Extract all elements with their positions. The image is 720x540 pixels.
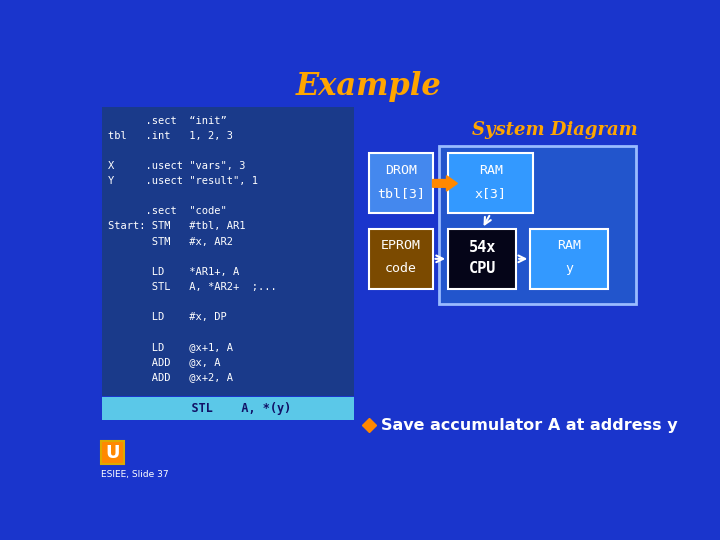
- Text: LD    #x, DP: LD #x, DP: [108, 312, 227, 322]
- Text: System Diagram: System Diagram: [472, 122, 638, 139]
- Text: X     .usect "vars", 3: X .usect "vars", 3: [108, 161, 246, 171]
- Text: 54x: 54x: [469, 240, 496, 255]
- Text: y: y: [565, 262, 573, 275]
- FancyBboxPatch shape: [530, 229, 608, 289]
- Text: code: code: [384, 262, 417, 275]
- Text: STM   #x, AR2: STM #x, AR2: [108, 237, 233, 246]
- Text: tbl   .int   1, 2, 3: tbl .int 1, 2, 3: [108, 131, 233, 141]
- Text: EPROM: EPROM: [381, 239, 420, 252]
- Text: .sect  "code": .sect "code": [108, 206, 227, 217]
- FancyBboxPatch shape: [448, 229, 516, 289]
- FancyBboxPatch shape: [369, 153, 433, 213]
- FancyArrow shape: [433, 176, 457, 191]
- Text: LD    *AR1+, A: LD *AR1+, A: [108, 267, 239, 276]
- Text: .sect  “init”: .sect “init”: [108, 117, 227, 126]
- Text: RAM: RAM: [557, 239, 581, 252]
- Text: Example: Example: [296, 71, 442, 102]
- Text: STL    A, *(y): STL A, *(y): [163, 402, 292, 415]
- Text: ADD   @x, A: ADD @x, A: [108, 356, 220, 367]
- Text: tbl[3]: tbl[3]: [377, 187, 425, 200]
- Text: Y     .usect "result", 1: Y .usect "result", 1: [108, 177, 258, 186]
- FancyBboxPatch shape: [102, 397, 354, 420]
- FancyBboxPatch shape: [101, 441, 124, 464]
- Text: x[3]: x[3]: [474, 187, 507, 200]
- FancyBboxPatch shape: [102, 107, 354, 396]
- Text: STL   A, *AR2+  ;...: STL A, *AR2+ ;...: [108, 281, 276, 292]
- Text: CPU: CPU: [469, 261, 496, 276]
- Text: U: U: [105, 444, 120, 462]
- Text: LD    @x+1, A: LD @x+1, A: [108, 342, 233, 352]
- FancyBboxPatch shape: [438, 146, 636, 303]
- Text: RAM: RAM: [479, 164, 503, 177]
- Text: ESIEE, Slide 37: ESIEE, Slide 37: [101, 470, 168, 479]
- FancyBboxPatch shape: [448, 153, 534, 213]
- Text: Start: STM   #tbl, AR1: Start: STM #tbl, AR1: [108, 221, 246, 232]
- Text: ADD   @x+2, A: ADD @x+2, A: [108, 372, 233, 382]
- Text: DROM: DROM: [384, 164, 417, 177]
- FancyBboxPatch shape: [369, 229, 433, 289]
- Text: Save accumulator A at address y: Save accumulator A at address y: [382, 417, 678, 433]
